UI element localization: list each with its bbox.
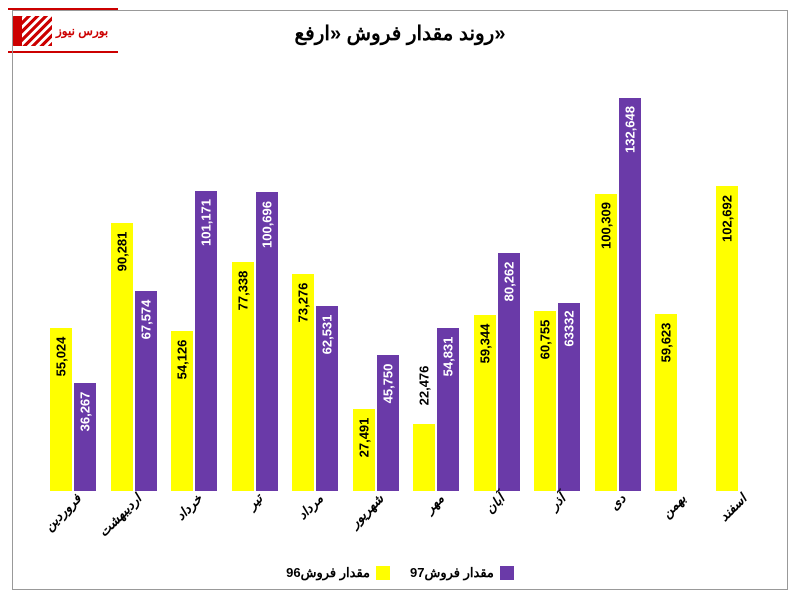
x-axis-label: اردیبهشت (96, 491, 145, 540)
bar-value-label: 59,344 (477, 324, 492, 364)
x-axis-label: مرداد (295, 491, 327, 523)
x-axis-label: بهمن (659, 491, 689, 521)
bar-value-label: 55,024 (54, 336, 69, 376)
legend-item: مقدار فروش96 (286, 565, 390, 581)
legend-label: مقدار فروش96 (286, 565, 370, 581)
legend-label: مقدار فروش97 (410, 565, 494, 581)
x-axis-label: آذر (546, 491, 568, 513)
legend-swatch (500, 566, 514, 580)
x-axis-label: دی (606, 491, 629, 514)
bar-value-label: 36,267 (78, 392, 93, 432)
bar: 101,171 (195, 191, 217, 491)
bar: 45,750 (377, 355, 399, 491)
bar-value-label: 101,171 (199, 199, 214, 246)
bar-value-label: 54,831 (441, 337, 456, 377)
bar: 55,024 (50, 328, 72, 491)
bar-value-label: 73,276 (296, 282, 311, 322)
x-axis-label: تیر (244, 491, 266, 513)
bar-value-label: 67,574 (138, 299, 153, 339)
bar-value-label: 132,648 (622, 106, 637, 153)
bar: 59,344 (474, 315, 496, 491)
plot-area: 55,024 36,267 90,281 67,574 54,126 101,171 77,… (43, 61, 767, 491)
bar: 67,574 (135, 291, 157, 491)
bar-value-label: 59,623 (659, 323, 674, 363)
x-axis-label: شهریور (347, 491, 387, 531)
bar-value-label: 62,531 (320, 314, 335, 354)
bar-value-label: 45,750 (380, 364, 395, 404)
bar: 62,531 (316, 306, 338, 491)
x-axis-label: مهر (422, 491, 448, 517)
bar: 77,338 (232, 262, 254, 491)
bar-value-label: 100,696 (259, 201, 274, 248)
chart-title: روند مقدار فروش «ارفع» (13, 11, 787, 46)
bar: 132,648 (619, 98, 641, 491)
bar: 100,309 (595, 194, 617, 491)
bar-value-label: 100,309 (598, 202, 613, 249)
bar-value-label: 22,476 (417, 366, 432, 406)
x-axis-label: آبان (482, 491, 508, 517)
bar: 63332 (558, 303, 580, 491)
bar: 59,623 (655, 314, 677, 491)
bar: 60,755 (534, 311, 556, 491)
x-axis-label: فروردین (41, 491, 84, 534)
bar: 54,831 (437, 328, 459, 491)
x-axis-labels: فروردین اردیبهشت خرداد تیر مرداد شهریور مهر آبا… (43, 491, 767, 551)
x-axis-label: خرداد (173, 491, 206, 524)
bar: 100,696 (256, 192, 278, 491)
legend: مقدار فروش96 مقدار فروش97 (13, 565, 787, 581)
bar: 22,476 (413, 424, 435, 491)
bar-value-label: 90,281 (114, 232, 129, 272)
bar: 27,491 (353, 409, 375, 491)
bar-value-label: 77,338 (235, 270, 250, 310)
bar-value-label: 102,692 (719, 195, 734, 242)
bar-value-label: 63332 (562, 310, 577, 346)
x-axis-label: اسفند (716, 491, 750, 525)
bar: 36,267 (74, 383, 96, 491)
bar: 80,262 (498, 253, 520, 491)
bar: 90,281 (111, 223, 133, 491)
bar: 73,276 (292, 274, 314, 491)
legend-swatch (376, 566, 390, 580)
bar-value-label: 54,126 (175, 339, 190, 379)
bar: 54,126 (171, 331, 193, 492)
bar-value-label: 80,262 (501, 262, 516, 302)
bar: 102,692 (716, 186, 738, 491)
bar-value-label: 27,491 (356, 418, 371, 458)
bar-value-label: 60,755 (538, 319, 553, 359)
legend-item: مقدار فروش97 (410, 565, 514, 581)
chart-container: روند مقدار فروش «ارفع» 55,024 36,267 90,28… (12, 10, 788, 590)
